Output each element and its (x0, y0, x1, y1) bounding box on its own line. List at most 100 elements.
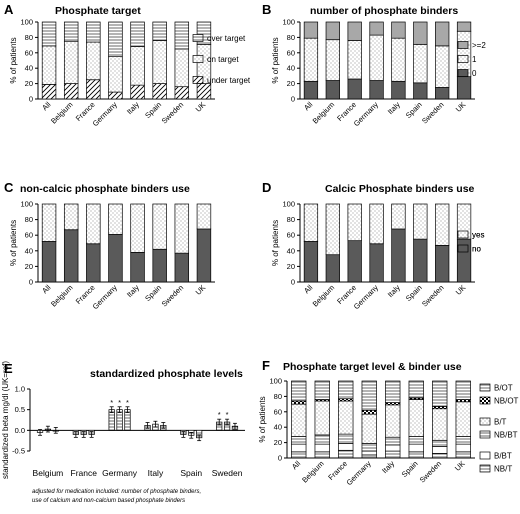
bar-segment (338, 380, 354, 400)
y-axis-label: % of patients (271, 37, 280, 83)
bar-segment (152, 83, 167, 100)
bar-segment (314, 443, 330, 453)
bar-segment (86, 203, 101, 245)
bar-segment (347, 40, 362, 80)
bar-segment (338, 433, 354, 444)
x-tick-label: All (302, 100, 314, 112)
y-tick-label: 60 (287, 231, 295, 240)
legend-label: 1 (472, 55, 477, 64)
bar-segment (41, 45, 57, 85)
legend-swatch (457, 244, 469, 253)
bar-segment (63, 21, 79, 42)
bar-segment (385, 404, 401, 438)
bar-segment (455, 443, 471, 453)
bar-segment (435, 203, 450, 246)
x-tick-label: UK (194, 100, 208, 114)
x-category-label: Belgium (33, 468, 64, 478)
footnote-line: use of calcium and non-calcium based pho… (32, 498, 185, 504)
bar-segment (369, 21, 384, 36)
bar-segment (347, 21, 362, 41)
x-tick-label: Germany (344, 459, 372, 487)
x-tick-label: UK (454, 100, 468, 114)
x-tick-label: Italy (386, 283, 402, 299)
bar-segment (455, 380, 471, 400)
y-tick-label: 80 (287, 215, 295, 224)
legend-label: no (472, 245, 481, 254)
legend-label: B/OT (494, 384, 513, 393)
bar-segment (291, 403, 307, 437)
bar-segment (63, 203, 79, 231)
bar-segment (174, 48, 190, 88)
bar-segment (408, 399, 424, 437)
x-tick-label: Sweden (160, 100, 186, 126)
bar-segment (361, 380, 377, 411)
x-tick-label: All (290, 459, 302, 471)
bar-segment (347, 240, 362, 283)
legend-label: under target (207, 76, 251, 85)
y-axis-label: % of patients (271, 220, 280, 266)
bar-segment (314, 400, 330, 436)
significance-marker: * (226, 410, 229, 419)
y-tick-label: 20 (287, 262, 295, 271)
y-tick-label: 60 (25, 231, 33, 240)
bar-segment (385, 436, 401, 446)
bar-segment (314, 434, 330, 445)
bar-segment (314, 451, 330, 459)
legend-label: >=2 (472, 41, 486, 50)
bar-segment (41, 21, 57, 47)
bar-segment (108, 203, 123, 235)
x-tick-label: Italy (380, 459, 396, 475)
x-category-label: France (71, 468, 98, 478)
y-tick-label: 0 (278, 454, 282, 463)
x-tick-label: Belgium (311, 283, 337, 309)
bar-segment (325, 80, 340, 100)
x-tick-label: Belgium (49, 100, 75, 126)
bar-segment (435, 21, 450, 47)
bar-segment (361, 409, 377, 415)
x-tick-label: Belgium (300, 459, 326, 485)
bar-segment (369, 80, 384, 100)
panel-letter: E (4, 361, 13, 376)
bar-segment (413, 203, 428, 240)
bar-segment (413, 21, 428, 45)
x-tick-label: UK (194, 283, 208, 297)
bar-segment (432, 439, 448, 447)
x-tick-label: Sweden (420, 283, 446, 309)
bar-segment (152, 203, 167, 250)
legend-label: NB/T (494, 465, 512, 474)
bar-segment (347, 78, 362, 100)
legend-swatch (479, 464, 491, 473)
panel-F: F Phosphate target level & binder use 0 20 4… (258, 358, 519, 487)
bar-segment (361, 454, 377, 459)
panel-title: Calcic Phosphate binders use (325, 183, 475, 195)
legend-label: yes (472, 231, 484, 240)
x-tick-label: Sweden (420, 100, 446, 126)
y-tick-label: 40 (25, 64, 33, 73)
bar-segment (391, 228, 406, 283)
bar-segment (130, 21, 145, 47)
bar-segment (361, 443, 377, 452)
bar-segment (435, 244, 450, 283)
bar-segment (130, 252, 145, 283)
y-tick-label: 60 (274, 407, 282, 416)
x-tick-label: Sweden (418, 459, 444, 485)
y-tick-label: 100 (20, 18, 33, 27)
bar-segment (361, 450, 377, 456)
bar-segment (152, 248, 167, 283)
bar-segment (130, 84, 145, 100)
y-axis-label: % of patients (258, 396, 267, 442)
y-axis-label: % of patients (9, 37, 18, 83)
bar-segment (338, 443, 354, 451)
bar-segment (325, 39, 340, 81)
x-tick-label: Germany (91, 100, 119, 128)
bar-segment (108, 56, 123, 93)
x-tick-label: All (40, 100, 52, 112)
panel-letter: C (4, 180, 14, 195)
x-tick-label: Italy (386, 100, 402, 116)
significance-marker: * (118, 398, 121, 407)
bar-segment (86, 243, 101, 283)
bar-segment (303, 37, 319, 82)
x-tick-label: Spain (400, 459, 420, 479)
bar-segment (413, 82, 428, 100)
